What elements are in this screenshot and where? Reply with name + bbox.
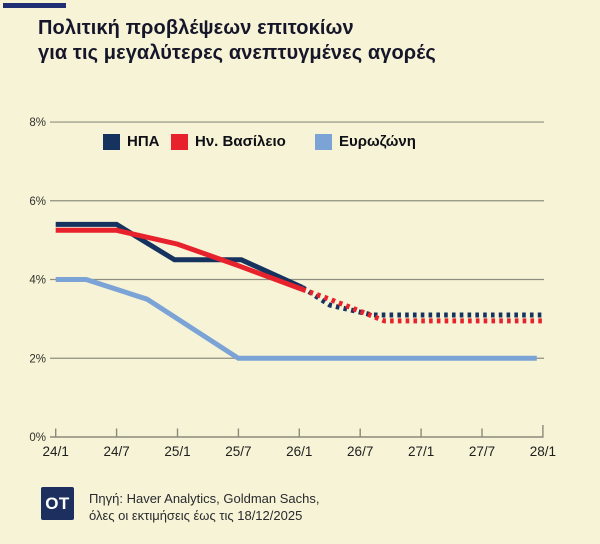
page-title-line2: για τις μεγαλύτερες ανεπτυγμένες αγορές bbox=[38, 42, 436, 64]
x-tick-label: 26/1 bbox=[286, 444, 312, 459]
x-tick-label: 26/7 bbox=[347, 444, 373, 459]
source-line1: Πηγή: Haver Analytics, Goldman Sachs, bbox=[89, 491, 320, 506]
legend-item-eurozone: Ευρωζώνη bbox=[315, 133, 416, 150]
legend-item-uk: Ην. Βασίλειο bbox=[171, 133, 286, 150]
chart-legend: ΗΠΑ Ην. Βασίλειο Ευρωζώνη bbox=[0, 133, 600, 153]
series-solid-Ην. Βασίλειο bbox=[55, 227, 304, 292]
legend-label-usa: ΗΠΑ bbox=[127, 133, 160, 150]
page-title-line1: Πολιτική προβλέψεων επιτοκίων bbox=[38, 17, 354, 39]
y-tick-label: 4% bbox=[29, 275, 46, 287]
page-title: Πολιτική προβλέψεων επιτοκίων για τις με… bbox=[38, 16, 558, 66]
x-tick-label: 24/7 bbox=[103, 444, 129, 459]
series-solid-ΗΠΑ bbox=[55, 221, 304, 290]
x-tick-label: 25/7 bbox=[225, 444, 251, 459]
x-tick-label: 24/1 bbox=[43, 444, 69, 459]
x-tick-label: 27/1 bbox=[408, 444, 434, 459]
x-tick-label: 27/7 bbox=[469, 444, 495, 459]
legend-item-usa: ΗΠΑ bbox=[103, 133, 160, 150]
source-line2: όλες οι εκτιμήσεις έως τις 18/12/2025 bbox=[89, 508, 303, 523]
series-solid-Ευρωζώνη bbox=[55, 277, 537, 361]
accent-bar bbox=[3, 3, 66, 8]
legend-swatch-usa bbox=[103, 133, 120, 150]
legend-label-eurozone: Ευρωζώνη bbox=[339, 133, 416, 150]
legend-swatch-eurozone bbox=[315, 133, 332, 150]
x-tick-label: 25/1 bbox=[164, 444, 190, 459]
x-tick-label: 28/1 bbox=[530, 444, 556, 459]
ot-logo: OT bbox=[41, 487, 74, 520]
y-tick-label: 8% bbox=[29, 117, 46, 129]
y-tick-label: 2% bbox=[29, 353, 46, 365]
y-tick-label: 0% bbox=[29, 432, 46, 444]
source-note: Πηγή: Haver Analytics, Goldman Sachs, όλ… bbox=[89, 487, 320, 524]
footer: OT Πηγή: Haver Analytics, Goldman Sachs,… bbox=[41, 487, 320, 524]
series-forecast-ΗΠΑ bbox=[300, 285, 543, 318]
legend-label-uk: Ην. Βασίλειο bbox=[195, 133, 286, 150]
series-forecast-Ην. Βασίλειο bbox=[301, 287, 543, 324]
legend-swatch-uk bbox=[171, 133, 188, 150]
y-tick-label: 6% bbox=[29, 196, 46, 208]
